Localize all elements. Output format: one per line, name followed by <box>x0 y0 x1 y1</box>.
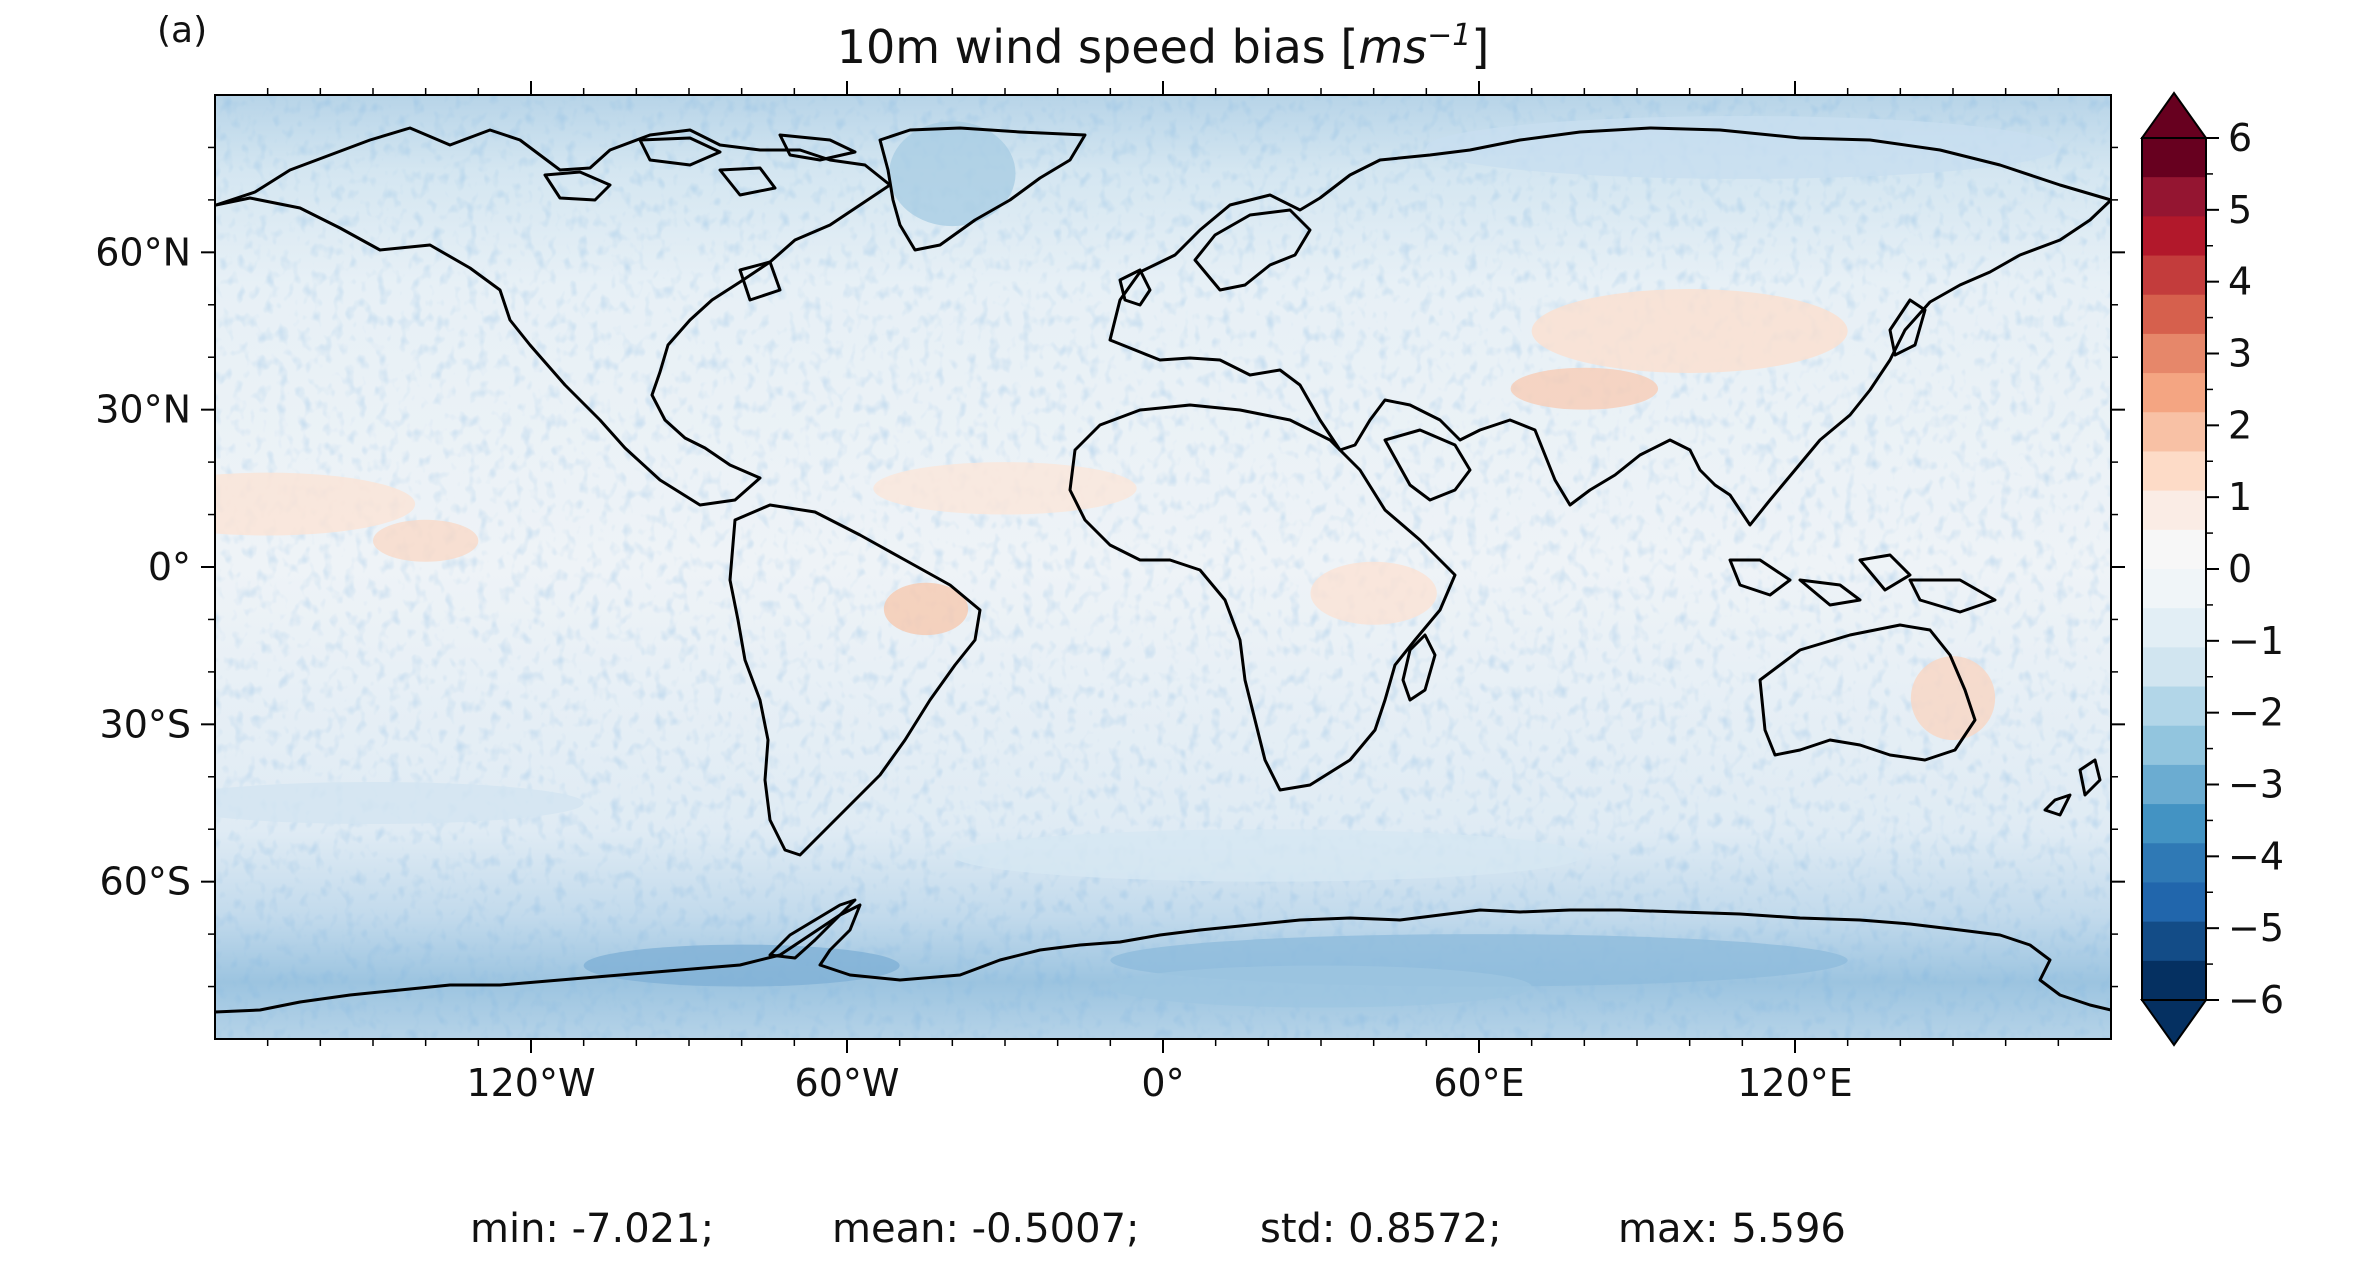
colorbar-band <box>2142 216 2206 257</box>
colorbar-band <box>2142 686 2206 727</box>
colorbar-band <box>2142 490 2206 531</box>
colorbar-tick-label: 2 <box>2228 403 2252 447</box>
coast-japan <box>1888 298 1927 357</box>
bias-patch <box>215 782 584 824</box>
title-close: ] <box>1471 20 1489 74</box>
colorbar-band <box>2142 333 2206 374</box>
axis-minor-ticks <box>208 88 2118 1046</box>
lon-tick-label: 60°W <box>795 1061 900 1105</box>
coast-greenland <box>878 126 1087 252</box>
noise-texture <box>215 95 2111 1039</box>
lon-tick-label: 120°W <box>466 1061 595 1105</box>
colorbar-tick-label: −1 <box>2228 619 2284 663</box>
stats-line: min: -7.021; mean: -0.5007; std: 0.8572;… <box>470 1206 1846 1252</box>
colorbar-band <box>2142 843 2206 884</box>
stat-mean: mean: -0.5007; <box>832 1206 1140 1252</box>
colorbar-band <box>2142 294 2206 335</box>
bias-patch <box>1510 367 1659 410</box>
bias-patch <box>215 472 416 536</box>
colorbar-band <box>2142 412 2206 453</box>
lon-tick-label: 120°E <box>1737 1061 1853 1105</box>
colorbar-tick-label: 6 <box>2228 116 2252 160</box>
colorbar-band <box>2142 255 2206 296</box>
colorbar-band <box>2142 177 2206 217</box>
coastlines <box>215 126 2111 1014</box>
colorbar-band <box>2142 960 2206 1001</box>
colorbar-tick-label: −6 <box>2228 978 2284 1022</box>
chart-title: 10m wind speed bias [ms−1] <box>837 18 1490 74</box>
bias-patches <box>215 115 2059 1008</box>
bias-patch <box>373 519 479 562</box>
colorbar-band <box>2142 451 2206 492</box>
title-unit: ms <box>1358 20 1427 74</box>
coast-antarctica <box>215 903 2111 1014</box>
panel-label: (a) <box>157 10 207 51</box>
bias-patch <box>1531 289 1848 373</box>
lat-tick-label: 0° <box>148 545 191 589</box>
colorbar-band <box>2142 882 2206 923</box>
colorbar-extend-max <box>2140 91 2208 139</box>
colorbar-band <box>2142 373 2206 413</box>
colorbar-tick-label: 0 <box>2228 547 2252 591</box>
stat-std: std: 0.8572; <box>1260 1206 1502 1252</box>
colorbar-tick-label: −3 <box>2228 763 2284 807</box>
colorbar-tick-label: −4 <box>2228 834 2284 878</box>
coast-new-zealand <box>2043 758 2102 817</box>
coast-scandinavia <box>1193 208 1312 292</box>
bias-patch <box>1426 115 2059 179</box>
lat-tick-label: 30°N <box>95 388 191 432</box>
colorbar-band <box>2142 138 2206 178</box>
lat-tick-label: 30°S <box>100 702 191 746</box>
lon-tick-label: 0° <box>1141 1061 1184 1105</box>
coast-antarctic-peninsula <box>768 898 857 960</box>
coast-british-isles <box>1118 268 1152 307</box>
coast-maritime-continent <box>1728 553 1997 614</box>
bias-patch <box>1110 965 1532 1008</box>
map-area <box>215 95 2111 1039</box>
bias-patch <box>873 462 1137 515</box>
colorbar-extend-min <box>2140 999 2208 1047</box>
colorbar-tick-label: −5 <box>2228 906 2284 950</box>
lat-tick-label: 60°N <box>95 230 191 274</box>
coast-arctic-islands <box>543 133 857 302</box>
axis-ticks: 120°W 60°W 0° 60°E 120°E 60°N 30°N 0° 30°S 60°S <box>95 81 2125 1105</box>
colorbar-band <box>2142 725 2206 766</box>
colorbar-band <box>2142 569 2206 609</box>
title-text: 10m wind speed bias [ <box>837 20 1359 74</box>
bias-patch <box>1910 656 1996 741</box>
coast-africa <box>1068 403 1457 792</box>
colorbar-band <box>2142 529 2206 570</box>
colorbar-tick-label: 5 <box>2228 188 2252 232</box>
stat-max: max: 5.596 <box>1618 1206 1846 1252</box>
colorbar-band <box>2142 921 2206 962</box>
colorbar: 6 5 4 3 2 1 0 −1 −2 −3 −4 −5 −6 <box>2140 91 2284 1047</box>
colorbar-tick-label: 1 <box>2228 475 2252 519</box>
colorbar-band <box>2142 764 2206 805</box>
lon-tick-label: 60°E <box>1433 1061 1524 1105</box>
colorbar-tick-label: 4 <box>2228 260 2252 304</box>
colorbar-band <box>2142 647 2206 688</box>
colorbar-tick-label: −2 <box>2228 691 2284 735</box>
colorbar-band <box>2142 608 2206 648</box>
bias-patch <box>883 582 969 636</box>
colorbar-band <box>2142 804 2206 844</box>
lat-tick-label: 60°S <box>100 860 191 904</box>
bias-patch <box>952 829 1585 882</box>
coast-madagascar <box>1401 633 1437 702</box>
bias-patch <box>889 121 1016 227</box>
bias-patch <box>1310 561 1437 625</box>
coast-eurasia <box>1108 126 2111 527</box>
coast-arabia <box>1383 428 1472 502</box>
coast-australia <box>1758 623 1977 762</box>
coast-north-america <box>215 126 892 507</box>
stat-min: min: -7.021; <box>470 1206 714 1252</box>
colorbar-tick-label: 3 <box>2228 332 2252 376</box>
title-unit-exponent: −1 <box>1427 18 1471 53</box>
coast-south-america <box>728 503 982 857</box>
